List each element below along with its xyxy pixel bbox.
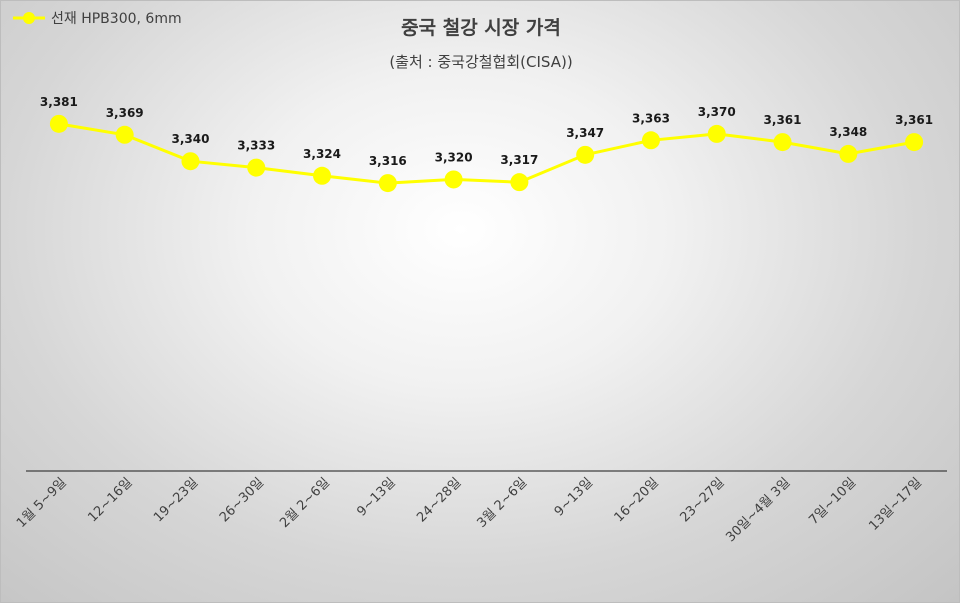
data-point bbox=[378, 174, 397, 193]
data-label: 3,324 bbox=[303, 147, 341, 161]
data-point bbox=[115, 125, 134, 144]
data-point bbox=[839, 144, 858, 163]
data-label: 3,348 bbox=[829, 125, 867, 139]
data-point bbox=[49, 114, 68, 133]
legend-marker bbox=[23, 12, 35, 24]
x-tick-label: 1월 5~9일 bbox=[14, 475, 70, 531]
x-tick-label: 3월 2~6일 bbox=[475, 475, 531, 531]
x-tick-label: 30일~4월 3일 bbox=[723, 475, 793, 545]
series-layer bbox=[49, 114, 924, 193]
data-label: 3,347 bbox=[566, 126, 604, 140]
x-tick-label: 12~16일 bbox=[85, 475, 135, 525]
data-label: 3,316 bbox=[369, 154, 407, 168]
x-tick-label: 9~13일 bbox=[354, 475, 398, 519]
data-point bbox=[444, 170, 463, 189]
data-label: 3,333 bbox=[237, 139, 275, 153]
x-tick-label: 19~23일 bbox=[151, 475, 201, 525]
data-label: 3,370 bbox=[698, 105, 736, 119]
data-label-layer: 3,381 3,369 3,340 3,333 3,324 3,316 3,320 3,317… bbox=[40, 95, 933, 168]
data-point bbox=[313, 166, 332, 185]
legend-label: 선재 HPB300, 6mm bbox=[51, 11, 182, 27]
data-label: 3,363 bbox=[632, 111, 670, 125]
legend: 선재 HPB300, 6mm bbox=[13, 11, 182, 27]
data-point bbox=[641, 131, 660, 150]
data-point bbox=[773, 133, 792, 152]
data-point bbox=[905, 133, 924, 152]
data-label: 3,361 bbox=[895, 113, 933, 127]
chart-title: 중국 철강 시장 가격 bbox=[401, 17, 561, 39]
data-point bbox=[181, 152, 200, 171]
x-tick-label: 26~30일 bbox=[217, 475, 267, 525]
x-tick-layer: 1월 5~9일 12~16일 19~23일 26~30일 2월 2~6일 9~13일 24~… bbox=[14, 475, 925, 545]
x-tick-label: 2월 2~6일 bbox=[277, 475, 333, 531]
series-line bbox=[58, 122, 915, 185]
x-tick-label: 7일~10일 bbox=[806, 475, 859, 528]
data-label: 3,361 bbox=[764, 113, 802, 127]
x-tick-label: 23~27일 bbox=[677, 475, 727, 525]
x-tick-label: 16~20일 bbox=[612, 475, 662, 525]
data-label: 3,320 bbox=[435, 150, 473, 164]
data-point bbox=[510, 173, 529, 192]
x-tick-label: 13일~17일 bbox=[866, 475, 925, 534]
data-label: 3,317 bbox=[500, 153, 538, 167]
data-label: 3,369 bbox=[106, 106, 144, 120]
data-label: 3,381 bbox=[40, 95, 78, 109]
x-tick-label: 9~13일 bbox=[552, 475, 596, 519]
data-point bbox=[576, 145, 595, 164]
data-label: 3,340 bbox=[171, 132, 209, 146]
chart-subtitle: (출처 : 중국강철협회(CISA)) bbox=[389, 53, 572, 71]
x-tick-label: 24~28일 bbox=[414, 475, 464, 525]
data-point bbox=[707, 124, 726, 143]
data-point bbox=[247, 158, 266, 177]
